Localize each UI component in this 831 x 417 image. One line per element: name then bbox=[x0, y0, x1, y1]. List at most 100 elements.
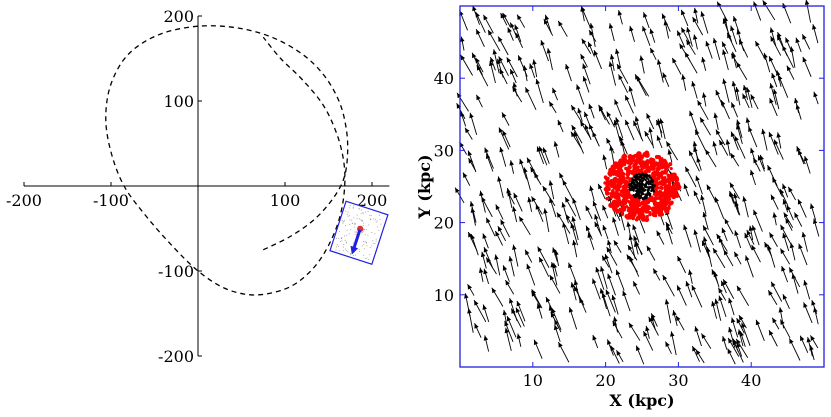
cluster-halo-point bbox=[608, 180, 614, 186]
velocity-arrow-head bbox=[513, 192, 518, 199]
inset-particle bbox=[352, 222, 354, 224]
velocity-arrow-head bbox=[705, 149, 710, 156]
velocity-arrow-head bbox=[733, 193, 738, 199]
cluster-halo-point bbox=[637, 159, 644, 165]
inset-particle bbox=[361, 209, 363, 211]
inset-particle bbox=[341, 240, 343, 242]
velocity-arrow-head bbox=[786, 65, 792, 72]
cluster-halo-point bbox=[624, 204, 629, 209]
velocity-arrow-head bbox=[795, 104, 801, 110]
velocity-arrow-head bbox=[482, 304, 487, 310]
inset-particle bbox=[342, 246, 344, 248]
velocity-arrow-head bbox=[572, 240, 577, 246]
velocity-arrow-head bbox=[736, 29, 741, 35]
cluster-halo-point bbox=[622, 207, 627, 212]
velocity-arrow-head bbox=[556, 212, 562, 218]
inset-particle bbox=[363, 243, 365, 245]
velocity-arrow-head bbox=[542, 185, 548, 192]
velocity-arrow-head bbox=[742, 85, 748, 91]
velocity-arrow-head bbox=[525, 249, 530, 256]
velocity-arrow-head bbox=[582, 63, 587, 69]
velocity-arrow-head bbox=[531, 289, 537, 295]
velocity-arrow-head bbox=[491, 287, 497, 294]
inset-particle bbox=[371, 245, 373, 247]
inset-particle bbox=[343, 220, 345, 222]
velocity-arrow-head bbox=[507, 191, 512, 197]
cluster-core-point bbox=[650, 189, 653, 192]
inset-particle bbox=[363, 241, 365, 243]
cluster-core-point bbox=[644, 193, 648, 196]
velocity-arrow-head bbox=[585, 225, 591, 232]
velocity-arrow-head bbox=[502, 265, 508, 271]
inset-particle bbox=[341, 219, 343, 221]
velocity-arrow-head bbox=[565, 197, 570, 203]
velocity-arrow-head bbox=[512, 244, 517, 250]
velocity-arrow-head bbox=[534, 172, 539, 179]
cluster-halo-point bbox=[621, 202, 625, 207]
velocity-arrow-head bbox=[615, 269, 621, 276]
cluster-halo-point bbox=[626, 180, 631, 185]
velocity-arrow-head bbox=[780, 319, 785, 326]
velocity-arrow-head bbox=[498, 36, 503, 43]
cluster-halo-point bbox=[647, 169, 651, 173]
velocity-arrow-head bbox=[627, 244, 633, 251]
velocity-arrow-head bbox=[592, 278, 597, 284]
velocity-arrow-head bbox=[729, 191, 735, 198]
inset-particle bbox=[364, 234, 366, 236]
velocity-arrow-head bbox=[463, 172, 468, 178]
velocity-arrow-head bbox=[653, 268, 658, 274]
velocity-arrow-head bbox=[606, 111, 612, 118]
velocity-arrow-head bbox=[484, 147, 489, 154]
velocity-arrow-head bbox=[782, 232, 787, 239]
velocity-arrow-head bbox=[753, 157, 758, 164]
inset-particle bbox=[367, 234, 369, 236]
velocity-arrow-head bbox=[553, 324, 559, 331]
cluster-core-point bbox=[648, 194, 652, 197]
cluster-halo-point bbox=[659, 208, 664, 213]
velocity-arrow-head bbox=[573, 131, 579, 138]
velocity-arrow-head bbox=[628, 322, 634, 329]
velocity-arrow-head bbox=[718, 287, 723, 294]
velocity-arrow-head bbox=[546, 48, 552, 54]
velocity-arrow-head bbox=[721, 280, 726, 287]
velocity-arrow-head bbox=[619, 136, 624, 142]
inset-particle bbox=[354, 222, 356, 224]
velocity-arrow-head bbox=[677, 256, 682, 262]
velocity-arrow-head bbox=[643, 331, 648, 337]
cluster-halo-point bbox=[669, 185, 675, 192]
velocity-arrow-head bbox=[656, 59, 662, 65]
inset-particle bbox=[362, 245, 364, 247]
velocity-arrow-head bbox=[594, 221, 599, 228]
satellite-cluster bbox=[603, 150, 682, 223]
velocity-arrow-head bbox=[724, 218, 730, 225]
inset-particle bbox=[371, 231, 373, 233]
cluster-core-point bbox=[629, 188, 632, 192]
cluster-halo-point bbox=[619, 161, 623, 165]
velocity-arrow-head bbox=[608, 61, 614, 67]
velocity-arrow-head bbox=[460, 54, 466, 61]
velocity-arrow-head bbox=[736, 285, 742, 292]
orbit-ticks: -200 -100 100 200 -200 -100 100 200 bbox=[6, 7, 387, 366]
velocity-arrow-head bbox=[684, 52, 690, 58]
satellite-velocity-arrow bbox=[352, 229, 362, 250]
velocity-arrow-head bbox=[777, 32, 782, 38]
inset-particle bbox=[339, 231, 341, 233]
velocity-arrow-head bbox=[472, 52, 477, 59]
cluster-core-point bbox=[634, 178, 637, 182]
velocity-arrow-head bbox=[780, 224, 785, 231]
velocity-arrow-head bbox=[703, 225, 708, 231]
velocity-arrow-head bbox=[711, 301, 716, 307]
velocity-arrow-head bbox=[721, 227, 726, 234]
velocity-arrow-head bbox=[701, 333, 706, 339]
cluster-core-point bbox=[633, 186, 637, 190]
velocity-arrow-head bbox=[683, 224, 688, 231]
cluster-halo-point bbox=[658, 210, 663, 216]
velocity-arrow-head bbox=[793, 98, 799, 104]
inset-particle bbox=[345, 210, 347, 212]
velocity-arrow-head bbox=[782, 183, 787, 190]
velocity-arrow-head bbox=[813, 91, 818, 98]
cluster-halo-point bbox=[664, 208, 670, 214]
cluster-halo-point bbox=[650, 197, 655, 202]
velocity-arrow-head bbox=[543, 19, 549, 25]
velocity-arrow-head bbox=[580, 6, 585, 12]
